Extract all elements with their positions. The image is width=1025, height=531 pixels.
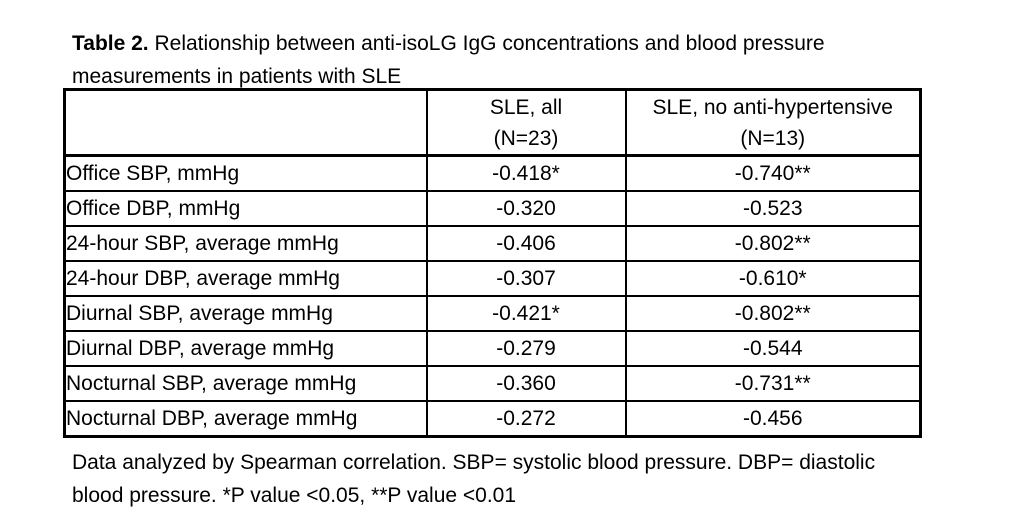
table-row: Office DBP, mmHg -0.320 -0.523 bbox=[63, 190, 922, 227]
table-caption-text: Relationship between anti-isoLG IgG conc… bbox=[148, 32, 825, 55]
value-sle-all: -0.360 bbox=[425, 365, 627, 402]
header-cell-sle-all: SLE, all (N=23) bbox=[425, 88, 627, 157]
table-row: Office SBP, mmHg -0.418* -0.740** bbox=[63, 154, 922, 192]
table-row: Diurnal SBP, average mmHg -0.421* -0.802… bbox=[63, 295, 922, 332]
correlation-table: SLE, all (N=23) SLE, no anti-hypertensiv… bbox=[63, 88, 922, 438]
table-row: Diurnal DBP, average mmHg -0.279 -0.544 bbox=[63, 330, 922, 367]
value-sle-no-antihypertensive: -0.731** bbox=[624, 365, 922, 402]
value-sle-no-antihypertensive: -0.456 bbox=[624, 400, 922, 438]
row-label: 24-hour SBP, average mmHg bbox=[63, 225, 428, 262]
row-label: Diurnal DBP, average mmHg bbox=[63, 330, 428, 367]
table-footnote: Data analyzed by Spearman correlation. S… bbox=[72, 446, 982, 512]
value-sle-all: -0.406 bbox=[425, 225, 627, 262]
row-label: Nocturnal DBP, average mmHg bbox=[63, 400, 428, 438]
value-sle-all: -0.320 bbox=[425, 190, 627, 227]
table-row: 24-hour DBP, average mmHg -0.307 -0.610* bbox=[63, 260, 922, 297]
value-sle-all: -0.421* bbox=[425, 295, 627, 332]
value-sle-no-antihypertensive: -0.610* bbox=[624, 260, 922, 297]
value-sle-no-antihypertensive: -0.523 bbox=[624, 190, 922, 227]
row-label: Diurnal SBP, average mmHg bbox=[63, 295, 428, 332]
table-footnote-line2: blood pressure. *P value <0.05, **P valu… bbox=[72, 484, 517, 507]
header-sle-no-antihypertensive-line2: (N=13) bbox=[740, 126, 806, 150]
value-sle-all: -0.279 bbox=[425, 330, 627, 367]
value-sle-all: -0.272 bbox=[425, 400, 627, 438]
table-caption-line1: Table 2. Relationship between anti-isoLG… bbox=[72, 27, 972, 60]
value-sle-all: -0.307 bbox=[425, 260, 627, 297]
value-sle-no-antihypertensive: -0.740** bbox=[624, 154, 922, 192]
table-caption: Table 2. Relationship between anti-isoLG… bbox=[72, 27, 972, 93]
row-label: 24-hour DBP, average mmHg bbox=[63, 260, 428, 297]
row-label: Office DBP, mmHg bbox=[63, 190, 428, 227]
table-row: Nocturnal SBP, average mmHg -0.360 -0.73… bbox=[63, 365, 922, 402]
table-caption-number: Table 2. bbox=[72, 32, 149, 55]
value-sle-all: -0.418* bbox=[425, 154, 627, 192]
header-sle-all-line1: SLE, all bbox=[489, 95, 563, 119]
value-sle-no-antihypertensive: -0.802** bbox=[624, 295, 922, 332]
table-header-row: SLE, all (N=23) SLE, no anti-hypertensiv… bbox=[63, 88, 922, 157]
row-label: Nocturnal SBP, average mmHg bbox=[63, 365, 428, 402]
value-sle-no-antihypertensive: -0.544 bbox=[624, 330, 922, 367]
table-row: Nocturnal DBP, average mmHg -0.272 -0.45… bbox=[63, 400, 922, 438]
table-row: 24-hour SBP, average mmHg -0.406 -0.802*… bbox=[63, 225, 922, 262]
value-sle-no-antihypertensive: -0.802** bbox=[624, 225, 922, 262]
header-cell-empty bbox=[63, 88, 428, 157]
row-label: Office SBP, mmHg bbox=[63, 154, 428, 192]
header-sle-all-line2: (N=23) bbox=[493, 126, 559, 150]
table-footnote-line1: Data analyzed by Spearman correlation. S… bbox=[72, 451, 876, 474]
header-cell-sle-no-antihypertensive: SLE, no anti-hypertensive (N=13) bbox=[624, 88, 922, 157]
table-caption-line2: measurements in patients with SLE bbox=[72, 65, 402, 88]
header-sle-no-antihypertensive-line1: SLE, no anti-hypertensive bbox=[652, 95, 893, 119]
